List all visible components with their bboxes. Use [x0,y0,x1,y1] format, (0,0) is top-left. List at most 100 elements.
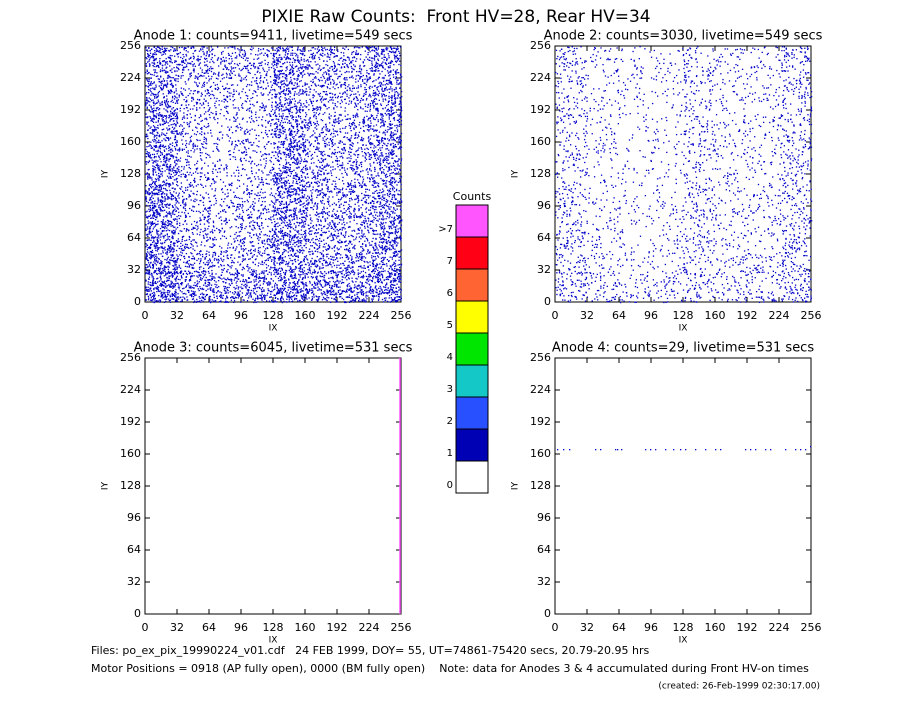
count-dot [390,245,393,247]
count-dot [316,296,318,298]
count-dot [387,240,390,242]
count-dot [330,239,332,242]
count-dot [302,290,304,292]
count-dot [195,284,198,286]
count-dot [170,216,172,218]
count-dot [204,217,206,219]
count-dot [371,280,374,283]
count-dot [163,289,165,291]
count-dot [176,223,178,225]
count-dot [293,242,296,244]
count-dot [220,274,223,276]
count-dot [266,211,268,214]
count-dot [159,204,161,206]
count-dot [377,256,380,258]
count-dot [178,288,180,290]
count-dot [210,301,212,303]
count-dot [153,301,155,304]
count-dot [293,268,295,271]
count-dot [288,299,290,301]
count-dot [348,296,351,298]
count-dot [170,244,172,246]
count-dot [220,265,223,267]
count-dot [210,265,212,268]
count-dot [165,266,167,269]
count-dot [238,203,240,205]
count-dot [347,250,350,252]
count-dot [297,259,299,261]
count-dot [157,247,159,249]
count-dot [234,272,237,274]
count-dot [163,275,165,277]
count-dot [257,236,259,238]
count-dot [371,294,374,297]
count-dot [159,234,161,236]
count-dot [385,278,387,281]
count-dot [330,288,332,290]
count-dot [328,246,331,249]
count-dot [158,280,161,282]
count-dot [353,290,355,292]
count-dot [368,274,370,276]
count-dot [154,202,156,205]
count-dot [284,256,286,258]
count-dot [373,295,375,297]
count-dot [394,270,396,272]
count-dot [338,264,340,266]
count-dot [393,241,395,243]
count-dot [217,261,219,263]
count-dot [318,296,321,298]
count-dot [232,297,235,300]
count-dot [188,229,190,232]
count-dot [221,227,223,229]
count-dot [261,293,263,295]
count-dot [310,275,313,278]
count-dot [175,179,177,181]
count-dot [368,242,370,244]
count-dot [186,260,189,262]
count-dot [357,276,360,278]
count-dot [346,222,348,224]
count-dot [348,257,350,259]
count-dot [316,260,318,263]
count-dot [189,195,191,197]
count-dot [164,268,166,271]
count-dot [322,264,324,266]
count-dot [174,292,176,295]
count-dot [289,241,291,243]
count-dot [214,253,217,255]
count-dot [172,209,175,212]
count-dot [174,197,176,199]
count-dot [392,279,394,281]
count-dot [273,294,276,296]
count-dot [282,207,284,209]
count-dot [301,221,303,223]
count-dot [382,219,384,221]
count-dot [353,247,355,249]
count-dot [335,237,338,239]
count-dot [190,223,193,225]
count-dot [377,274,379,277]
count-dot [387,211,389,214]
count-dot [299,267,302,269]
count-dot [380,221,382,224]
count-dot [172,257,175,260]
count-dot [158,237,160,239]
count-dot [359,272,361,275]
count-dot [204,233,207,235]
count-dot [201,287,203,290]
count-dot [384,289,386,292]
count-dot [333,224,335,227]
count-dot [171,276,174,278]
count-dot [207,215,210,217]
count-dot [399,269,401,272]
count-dot [193,227,195,229]
count-dot [285,207,288,209]
count-dot [154,270,156,272]
count-dot [315,225,318,227]
count-dot [398,256,400,258]
count-dot [231,296,233,298]
count-dot [296,237,298,239]
count-dot [204,279,206,282]
count-dot [382,241,384,243]
